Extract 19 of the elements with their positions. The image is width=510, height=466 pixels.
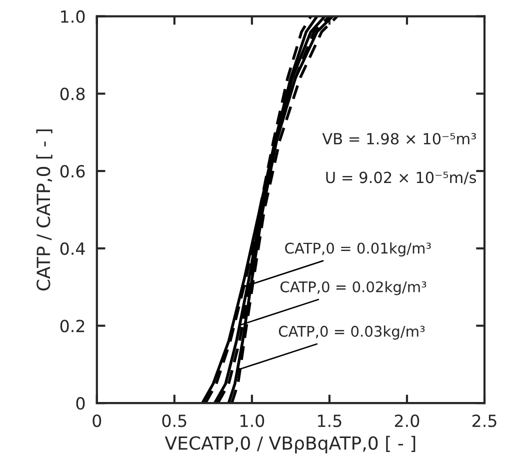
x-tick-label: 1.5 <box>318 414 342 428</box>
x-tick-label: 0 <box>92 414 102 428</box>
x-tick-label: 2.5 <box>472 414 496 428</box>
y-tick-label: 0.4 <box>60 242 85 255</box>
x-tick-label: 0.5 <box>162 414 186 428</box>
x-axis-title: VECATP,0 / VBρBqATP,0 [ - ] <box>164 436 416 454</box>
y-tick-label: 0 <box>76 397 85 410</box>
x-tick-label: 1.0 <box>240 414 264 428</box>
annotation: CATP,0 = 0.02kg/m³ <box>280 281 426 296</box>
y-tick-label: 0.6 <box>60 164 85 178</box>
annotation: U = 9.02 × 10⁻⁵m/s <box>326 172 476 184</box>
y-tick-label: 1.0 <box>61 10 85 23</box>
annotation: CATP,0 = 0.03kg/m³ <box>278 326 425 340</box>
annotation: CATP,0 = 0.01kg/m³ <box>285 242 431 256</box>
annotation: VB = 1.98 × 10⁻⁵m³ <box>322 132 476 145</box>
y-tick-label: 0.8 <box>60 88 85 100</box>
y-tick-label: 0.2 <box>60 320 84 332</box>
y-axis-title: CATP / CATP,0 [ - ] <box>36 129 52 290</box>
x-tick-label: 2.0 <box>394 414 420 428</box>
